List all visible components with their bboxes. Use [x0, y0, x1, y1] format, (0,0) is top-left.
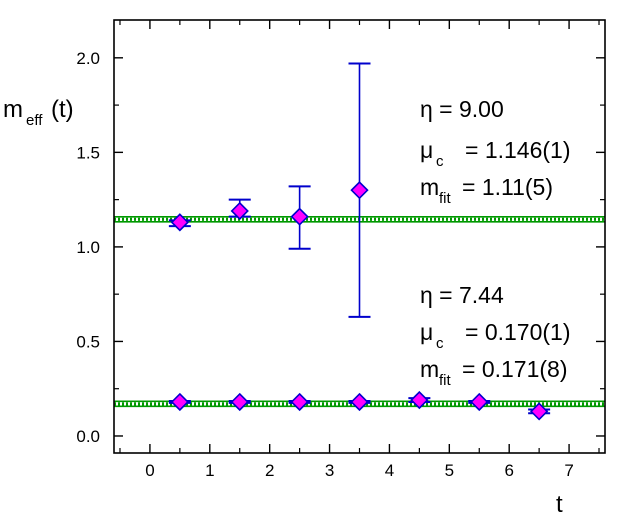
- annotation-mu-value-upper: = 1.146(1): [465, 137, 571, 163]
- annotation-mu-symbol-lower: μ: [420, 319, 433, 345]
- data-point: [170, 392, 189, 412]
- annotation-mu-sub-upper: c: [436, 153, 444, 170]
- annotation-eta-upper: η = 9.00: [420, 96, 504, 122]
- annotation-mu-value-lower: = 0.170(1): [465, 319, 571, 345]
- x-tick-label: 7: [564, 461, 573, 480]
- data-point: [350, 392, 369, 412]
- y-tick-label: 0.5: [76, 332, 100, 351]
- annotation-mu-sub-lower: c: [436, 335, 444, 352]
- data-point: [470, 392, 489, 412]
- annotation-mu-symbol-upper: μ: [420, 137, 433, 163]
- data-point: [410, 390, 429, 410]
- data-point: [170, 213, 189, 232]
- y-axis-label-sub: eff: [26, 112, 43, 129]
- annotation-mfit-symbol-lower: m: [420, 356, 439, 382]
- data-point: [350, 181, 369, 200]
- y-axis-label-main: m: [3, 96, 23, 123]
- y-axis-label-suffix: (t): [51, 96, 74, 123]
- data-point: [530, 402, 549, 421]
- annotation-mfit-symbol-upper: m: [420, 174, 439, 200]
- x-tick-label: 2: [265, 461, 274, 480]
- data-points: [170, 181, 549, 421]
- data-point: [230, 392, 249, 412]
- x-tick-label: 6: [504, 461, 513, 480]
- data-point: [230, 201, 249, 221]
- x-tick-label: 4: [385, 461, 394, 480]
- annotation-mfit-sub-lower: fit: [439, 372, 452, 389]
- annotation-mfit-sub-upper: fit: [439, 190, 452, 207]
- data-point: [290, 392, 309, 412]
- x-tick-label: 5: [445, 461, 454, 480]
- x-tick-label: 3: [325, 461, 334, 480]
- y-tick-label: 2.0: [76, 49, 100, 68]
- y-tick-label: 1.5: [76, 143, 100, 162]
- annotation-mfit-value-upper: = 1.11(5): [462, 174, 553, 200]
- x-tick-label: 1: [205, 461, 214, 480]
- annotation-mfit-value-lower: = 0.171(8): [462, 356, 568, 382]
- data-point: [290, 207, 309, 226]
- axis-ticks: 0 1 2 3 4 5 6 7 0.0 0.5 1.0 1.5 2.0: [76, 20, 605, 480]
- x-axis-label: t: [556, 491, 563, 517]
- x-tick-label: 0: [145, 461, 154, 480]
- y-tick-label: 0.0: [76, 427, 100, 446]
- y-tick-label: 1.0: [76, 238, 100, 257]
- annotation-eta-lower: η = 7.44: [420, 282, 504, 308]
